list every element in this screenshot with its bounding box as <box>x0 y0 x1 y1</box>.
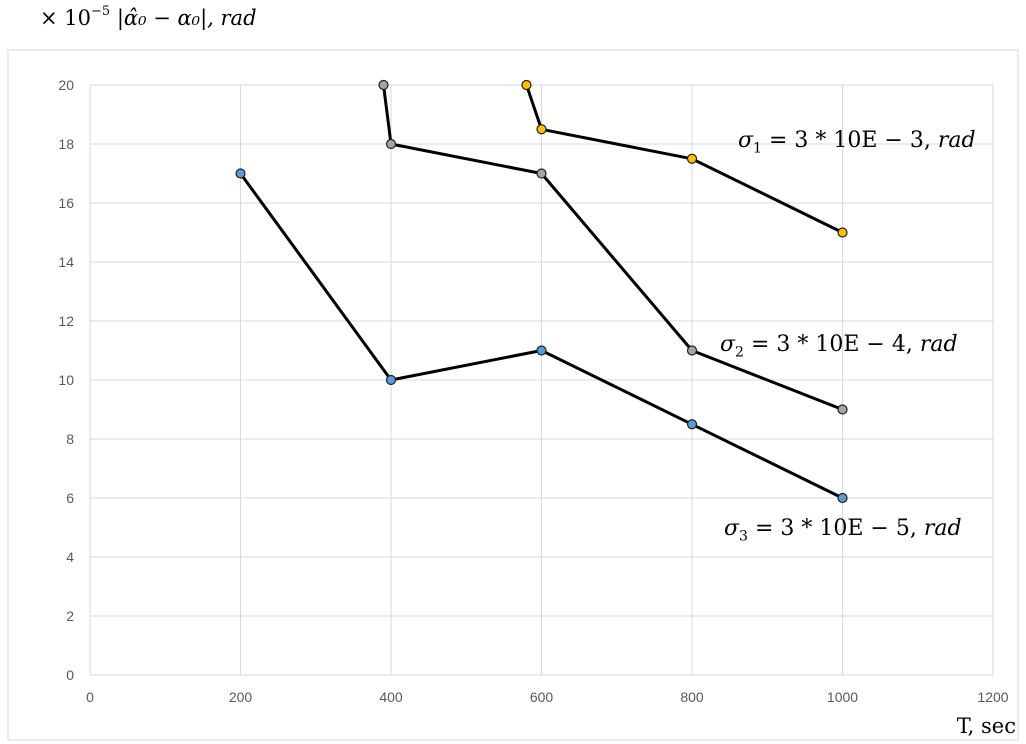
x-tick-label: 0 <box>86 689 94 705</box>
data-point-series-1 <box>837 227 848 238</box>
series-label-sigma-3: σ3 = 3 * 10E − 5, rad <box>724 516 962 545</box>
y-tick-label: 4 <box>66 549 74 565</box>
x-tick-label: 400 <box>379 689 403 705</box>
y-axis-title: × 10−5 |α̂₀ − α₀|, rad <box>40 4 257 30</box>
series-markers <box>235 79 848 504</box>
data-point-series-1 <box>536 124 547 135</box>
data-point-series-3 <box>686 419 698 430</box>
x-axis-title: T, sec <box>956 714 1016 738</box>
y-tick-label: 8 <box>66 431 74 447</box>
y-tick-label: 6 <box>66 490 74 506</box>
y-tick-label: 20 <box>58 77 74 93</box>
x-tick-label: 1200 <box>977 689 1008 705</box>
y-tick-label: 2 <box>66 608 74 624</box>
y-tick-label: 18 <box>58 136 74 152</box>
x-tick-label: 600 <box>530 689 554 705</box>
y-axis-title-exponent: −5 <box>91 4 111 19</box>
data-point-series-2 <box>686 345 698 356</box>
data-point-series-3 <box>837 492 848 504</box>
data-point-series-2 <box>385 138 397 150</box>
y-tick-label: 14 <box>58 254 74 270</box>
data-point-series-3 <box>235 168 246 179</box>
data-point-series-1 <box>521 79 532 91</box>
data-point-series-3 <box>536 345 547 356</box>
plot-frame <box>7 49 1019 741</box>
series-line-1 <box>525 84 844 234</box>
y-axis-title-prefix: × 10 <box>40 6 91 30</box>
x-tick-label: 800 <box>680 689 704 705</box>
series-label-sigma-2: σ2 = 3 * 10E − 4, rad <box>720 332 958 361</box>
data-point-series-2 <box>378 79 389 91</box>
y-tick-label: 10 <box>58 372 74 388</box>
data-point-series-2 <box>837 404 848 415</box>
data-point-series-3 <box>385 374 397 386</box>
y-axis-title-expression: |α̂₀ − α₀|, rad <box>116 6 257 30</box>
x-tick-label: 1000 <box>827 689 858 705</box>
x-tick-label: 200 <box>229 689 253 705</box>
data-point-series-1 <box>686 153 698 164</box>
y-tick-label: 16 <box>58 195 74 211</box>
y-tick-label: 0 <box>66 667 74 683</box>
series-label-sigma-1: σ1 = 3 * 10E − 3, rad <box>738 128 976 157</box>
data-point-series-2 <box>536 168 547 179</box>
y-tick-label: 12 <box>58 313 74 329</box>
